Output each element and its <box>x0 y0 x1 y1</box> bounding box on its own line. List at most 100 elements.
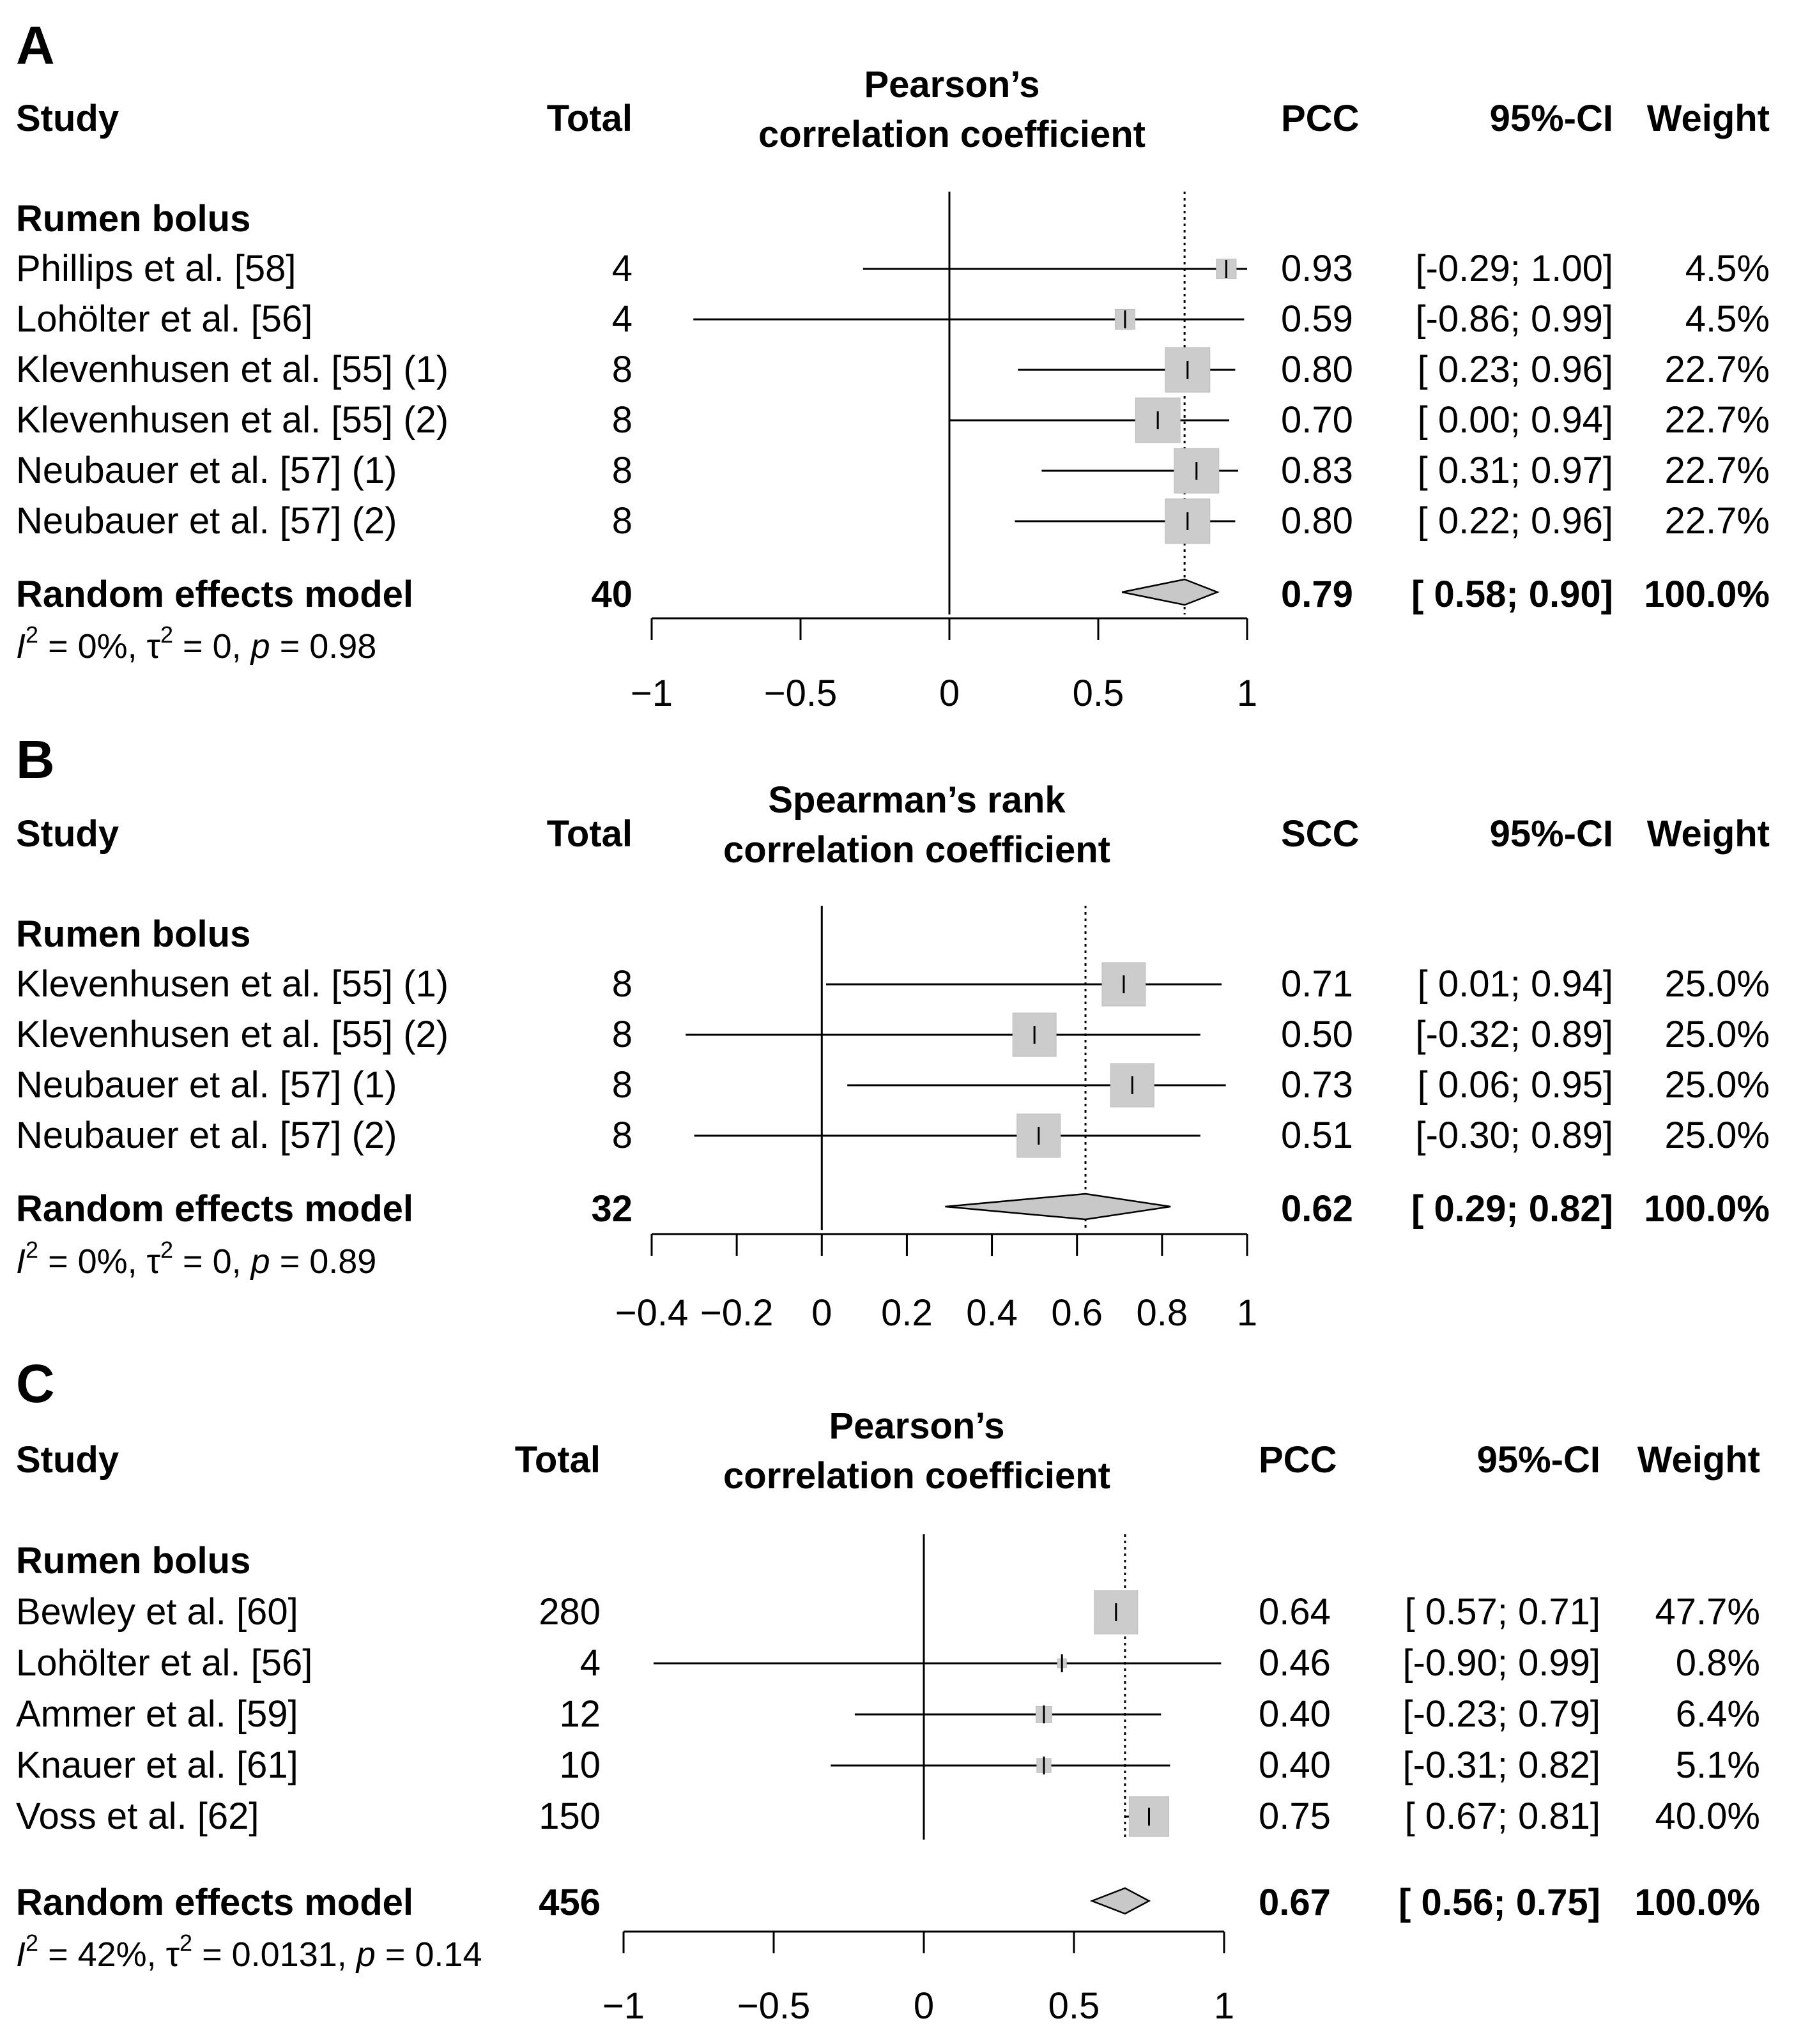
axis-title-line-2: correlation coefficient <box>723 829 1110 871</box>
study-weight: 4.5% <box>1685 298 1770 340</box>
study-estimate: 0.70 <box>1281 399 1353 441</box>
p-value: = 0.98 <box>280 627 377 666</box>
header-study: Study <box>16 813 119 855</box>
study-estimate: 0.46 <box>1259 1642 1331 1684</box>
x-tick-label: 1 <box>1237 1292 1257 1334</box>
study-total: 4 <box>612 248 632 289</box>
study-estimate: 0.40 <box>1259 1744 1331 1786</box>
study-estimate: 0.93 <box>1281 248 1353 289</box>
study-total: 8 <box>612 1064 632 1106</box>
summary-total: 40 <box>591 574 632 615</box>
panel-letter: B <box>16 729 55 789</box>
p-value: = 0.14 <box>385 1935 482 1974</box>
study-label: Phillips et al. [58] <box>16 248 296 289</box>
study-weight: 25.0% <box>1665 1014 1770 1055</box>
summary-weight: 100.0% <box>1634 1882 1760 1923</box>
i2-value: = 0%, <box>48 1242 147 1281</box>
study-estimate: 0.50 <box>1281 1014 1353 1055</box>
study-total: 150 <box>539 1796 601 1837</box>
x-tick-label: 1 <box>1237 673 1257 714</box>
p-value: = 0.89 <box>280 1242 377 1281</box>
summary-label: Random effects model <box>16 1188 413 1230</box>
x-tick-label: −0.4 <box>615 1292 689 1334</box>
x-tick-label: 1 <box>1214 1985 1234 2027</box>
heterogeneity-stats: I2 = 42%, τ2 = 0.0131, p = 0.14 <box>16 1930 482 1974</box>
study-total: 8 <box>612 349 632 390</box>
study-total: 8 <box>612 399 632 441</box>
study-estimate: 0.83 <box>1281 450 1353 491</box>
summary-estimate: 0.67 <box>1259 1882 1331 1923</box>
study-label: Voss et al. [62] <box>16 1796 259 1837</box>
study-ci: [-0.30; 0.89] <box>1415 1115 1613 1156</box>
study-ci: [ 0.57; 0.71] <box>1405 1591 1600 1633</box>
study-ci: [-0.86; 0.99] <box>1415 298 1613 340</box>
header-estimate: SCC <box>1281 813 1359 855</box>
summary-ci: [ 0.56; 0.75] <box>1399 1882 1600 1923</box>
study-ci: [ 0.22; 0.96] <box>1418 500 1613 542</box>
study-ci: [ 0.01; 0.94] <box>1418 963 1613 1005</box>
summary-label: Random effects model <box>16 1882 413 1923</box>
study-label: Neubauer et al. [57] (2) <box>16 1115 397 1156</box>
header-total: Total <box>547 98 632 139</box>
study-estimate: 0.80 <box>1281 349 1353 390</box>
study-total: 8 <box>612 500 632 542</box>
axis-title-line-2: correlation coefficient <box>758 114 1146 155</box>
header-weight: Weight <box>1647 813 1770 855</box>
study-label: Knauer et al. [61] <box>16 1744 298 1786</box>
panel-letter: C <box>16 1354 55 1414</box>
study-ci: [ 0.00; 0.94] <box>1418 399 1613 441</box>
study-weight: 6.4% <box>1676 1693 1760 1735</box>
study-estimate: 0.71 <box>1281 963 1353 1005</box>
study-ci: [-0.32; 0.89] <box>1415 1014 1613 1055</box>
study-total: 8 <box>612 450 632 491</box>
axis-title-line-1: Pearson’s <box>864 64 1039 105</box>
study-ci: [-0.23; 0.79] <box>1402 1693 1600 1735</box>
x-tick-label: −1 <box>631 673 673 714</box>
heterogeneity-stats: I2 = 0%, τ2 = 0, p = 0.98 <box>16 622 376 666</box>
study-label: Bewley et al. [60] <box>16 1591 298 1633</box>
study-weight: 22.7% <box>1665 450 1770 491</box>
study-label: Lohölter et al. [56] <box>16 298 312 340</box>
x-tick-label: 0.4 <box>966 1292 1018 1334</box>
x-tick-label: 0 <box>811 1292 832 1334</box>
subgroup-label: Rumen bolus <box>16 1540 250 1582</box>
study-estimate: 0.51 <box>1281 1115 1353 1156</box>
x-tick-label: 0.8 <box>1137 1292 1188 1334</box>
study-total: 4 <box>580 1642 601 1684</box>
study-estimate: 0.80 <box>1281 500 1353 542</box>
axis-title-line-2: correlation coefficient <box>723 1455 1110 1497</box>
study-weight: 47.7% <box>1655 1591 1760 1633</box>
study-ci: [-0.31; 0.82] <box>1402 1744 1600 1786</box>
header-ci: 95%-CI <box>1490 813 1613 855</box>
tau2-value: = 0, <box>183 1242 251 1281</box>
study-weight: 25.0% <box>1665 1115 1770 1156</box>
study-label: Klevenhusen et al. [55] (2) <box>16 1014 448 1055</box>
study-weight: 25.0% <box>1665 1064 1770 1106</box>
study-total: 10 <box>559 1744 601 1786</box>
summary-total: 456 <box>539 1882 601 1923</box>
panel-a: A Study Total Pearson’s correlation coef… <box>16 15 1770 714</box>
summary-ci: [ 0.29; 0.82] <box>1411 1188 1613 1230</box>
heterogeneity-stats: I2 = 0%, τ2 = 0, p = 0.89 <box>16 1237 376 1281</box>
forest-plot-area: −1 −0.5 0 0.5 1 <box>602 1534 1234 2027</box>
summary-weight: 100.0% <box>1644 574 1770 615</box>
summary-weight: 100.0% <box>1644 1188 1770 1230</box>
x-tick-label: 0.5 <box>1048 1985 1100 2027</box>
summary-total: 32 <box>591 1188 632 1230</box>
study-label: Klevenhusen et al. [55] (2) <box>16 399 448 441</box>
header-estimate: PCC <box>1259 1439 1337 1481</box>
header-study: Study <box>16 98 119 139</box>
study-estimate: 0.59 <box>1281 298 1353 340</box>
i2-value: = 42%, <box>48 1935 166 1974</box>
study-weight: 40.0% <box>1655 1796 1760 1837</box>
study-label: Klevenhusen et al. [55] (1) <box>16 963 448 1005</box>
study-label: Neubauer et al. [57] (1) <box>16 1064 397 1106</box>
forest-plot-area: −0.4 −0.2 0 0.2 0.4 0.6 0.8 1 <box>615 906 1257 1334</box>
study-label: Neubauer et al. [57] (1) <box>16 450 397 491</box>
summary-estimate: 0.62 <box>1281 1188 1353 1230</box>
study-estimate: 0.40 <box>1259 1693 1331 1735</box>
axis-title-line-1: Pearson’s <box>829 1405 1004 1447</box>
study-total: 8 <box>612 1115 632 1156</box>
panel-letter: A <box>16 15 55 75</box>
